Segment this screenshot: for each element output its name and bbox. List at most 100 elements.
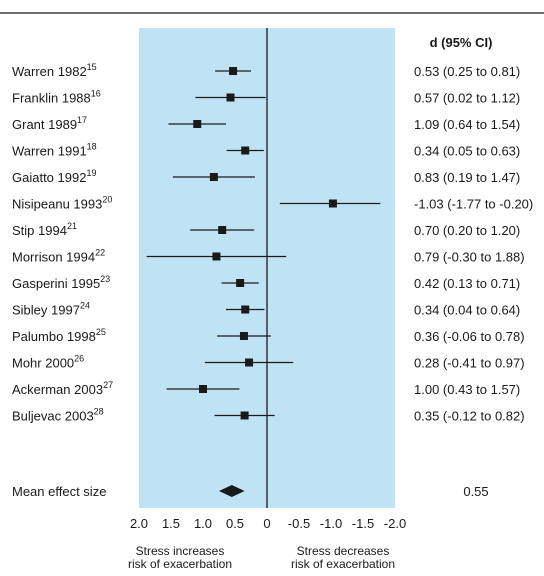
study-row: Mohr 200026 0.28 (-0.41 to 0.97) [12,354,525,371]
study-row: Sibley 199724 0.34 (0.04 to 0.64) [12,301,520,318]
study-label: Mohr 200026 [12,354,84,371]
reference-number: 18 [87,142,97,152]
ci-value: 0.70 (0.20 to 1.20) [414,223,520,238]
point-estimate [328,199,337,208]
study-name: Mohr 2000 [12,356,74,371]
study-row: Morrison 199422 0.79 (-0.30 to 1.88) [12,248,525,265]
study-name: Sibley 1997 [12,303,80,318]
point-estimate [193,120,202,128]
study-row: Grant 198917 1.09 (0.64 to 1.54) [12,115,520,132]
study-name: Franklin 1988 [12,91,91,106]
reference-number: 24 [80,301,90,311]
direction-label-left: Stress increases [136,544,225,558]
study-label: Palumbo 199825 [12,327,106,344]
reference-number: 27 [103,380,113,390]
study-label: Morrison 199422 [12,248,105,265]
study-name: Buljevac 2003 [12,409,94,424]
study-row: Warren 199118 0.34 (0.05 to 0.63) [12,142,520,159]
point-estimate [241,146,250,155]
direction-label-left: risk of exacerbation [128,557,232,571]
ci-value: 0.83 (0.19 to 1.47) [414,170,520,185]
reference-number: 21 [67,221,77,231]
tick-label: -1.0 [320,516,342,531]
study-label: Stip 199421 [12,221,77,238]
study-row: Nisipeanu 199320 -1.03 (-1.77 to -0.20) [12,195,533,212]
direction-label-right: risk of exacerbation [291,557,395,571]
study-label: Ackerman 200327 [12,380,113,397]
study-label: Franklin 198816 [12,89,101,106]
ci-value: 0.57 (0.02 to 1.12) [414,91,520,106]
study-label: Nisipeanu 199320 [12,195,112,212]
reference-number: 16 [91,89,101,99]
study-row: Ackerman 200327 1.00 (0.43 to 1.57) [12,380,520,397]
study-rows: Warren 198215 0.53 (0.25 to 0.81) Franklin… [12,62,533,424]
study-label: Buljevac 200328 [12,407,104,424]
study-label: Grant 198917 [12,115,87,132]
point-estimate [241,305,250,314]
tick-label: -0.5 [288,516,310,531]
ci-value: 1.00 (0.43 to 1.57) [414,382,520,397]
point-estimate [218,226,227,234]
tick-label: -2.0 [384,516,406,531]
study-label: Gasperini 199523 [12,274,110,291]
reference-number: 17 [77,115,87,125]
ci-value: 0.34 (0.04 to 0.64) [414,303,520,318]
reference-number: 15 [87,62,97,72]
study-row: Franklin 198816 0.57 (0.02 to 1.12) [12,89,520,106]
study-name: Gaiatto 1992 [12,170,86,185]
ci-value: 0.36 (-0.06 to 0.78) [414,329,525,344]
summary-label: Mean effect size [12,484,106,499]
direction-label-right: Stress decreases [297,544,390,558]
ci-value: 0.79 (-0.30 to 1.88) [414,250,525,265]
point-estimate [209,173,218,181]
tick-label: 1.5 [162,516,180,531]
study-name: Ackerman 2003 [12,382,103,397]
study-row: Gasperini 199523 0.42 (0.13 to 0.71) [12,274,520,291]
study-label: Warren 199118 [12,142,97,159]
ci-value: 0.53 (0.25 to 0.81) [414,64,520,79]
point-estimate [199,385,207,393]
study-label: Warren 198215 [12,62,97,79]
study-row: Buljevac 200328 0.35 (-0.12 to 0.82) [12,407,525,424]
point-estimate [239,332,248,340]
study-name: Warren 1991 [12,144,87,159]
ci-value: 0.34 (0.05 to 0.63) [414,144,520,159]
study-row: Palumbo 199825 0.36 (-0.06 to 0.78) [12,327,525,344]
reference-number: 23 [100,274,110,284]
tick-label: 1.0 [194,516,212,531]
study-name: Gasperini 1995 [12,276,100,291]
study-name: Grant 1989 [12,117,77,132]
point-estimate [229,67,238,75]
summary-diamond [219,485,245,497]
summary-row: Mean effect size 0.55 [12,484,489,499]
study-name: Palumbo 1998 [12,329,96,344]
ci-value: 0.42 (0.13 to 0.71) [414,276,520,291]
reference-number: 26 [74,354,84,364]
study-row: Warren 198215 0.53 (0.25 to 0.81) [12,62,520,79]
study-name: Stip 1994 [12,223,67,238]
point-estimate [226,93,235,102]
ci-value: 0.28 (-0.41 to 0.97) [414,356,525,371]
ci-value: -1.03 (-1.77 to -0.20) [414,197,533,212]
tick-label: -1.5 [352,516,374,531]
study-name: Warren 1982 [12,64,87,79]
study-label: Gaiatto 199219 [12,168,96,185]
study-name: Nisipeanu 1993 [12,197,102,212]
point-estimate [240,411,249,420]
x-axis: 2.0 1.5 1.0 0.5 0 -0.5 -1.0 -1.5 -2.0 [130,516,406,531]
study-row: Gaiatto 199219 0.83 (0.19 to 1.47) [12,168,520,185]
tick-label: 0 [263,516,270,531]
reference-number: 20 [102,195,112,205]
tick-label: 2.0 [130,516,148,531]
point-estimate [212,252,221,261]
reference-number: 25 [96,327,106,337]
point-estimate [236,279,245,287]
reference-number: 22 [95,248,105,258]
reference-number: 28 [94,407,104,417]
point-estimate [245,358,254,367]
study-label: Sibley 199724 [12,301,90,318]
reference-number: 19 [86,168,96,178]
summary-value: 0.55 [463,484,488,499]
